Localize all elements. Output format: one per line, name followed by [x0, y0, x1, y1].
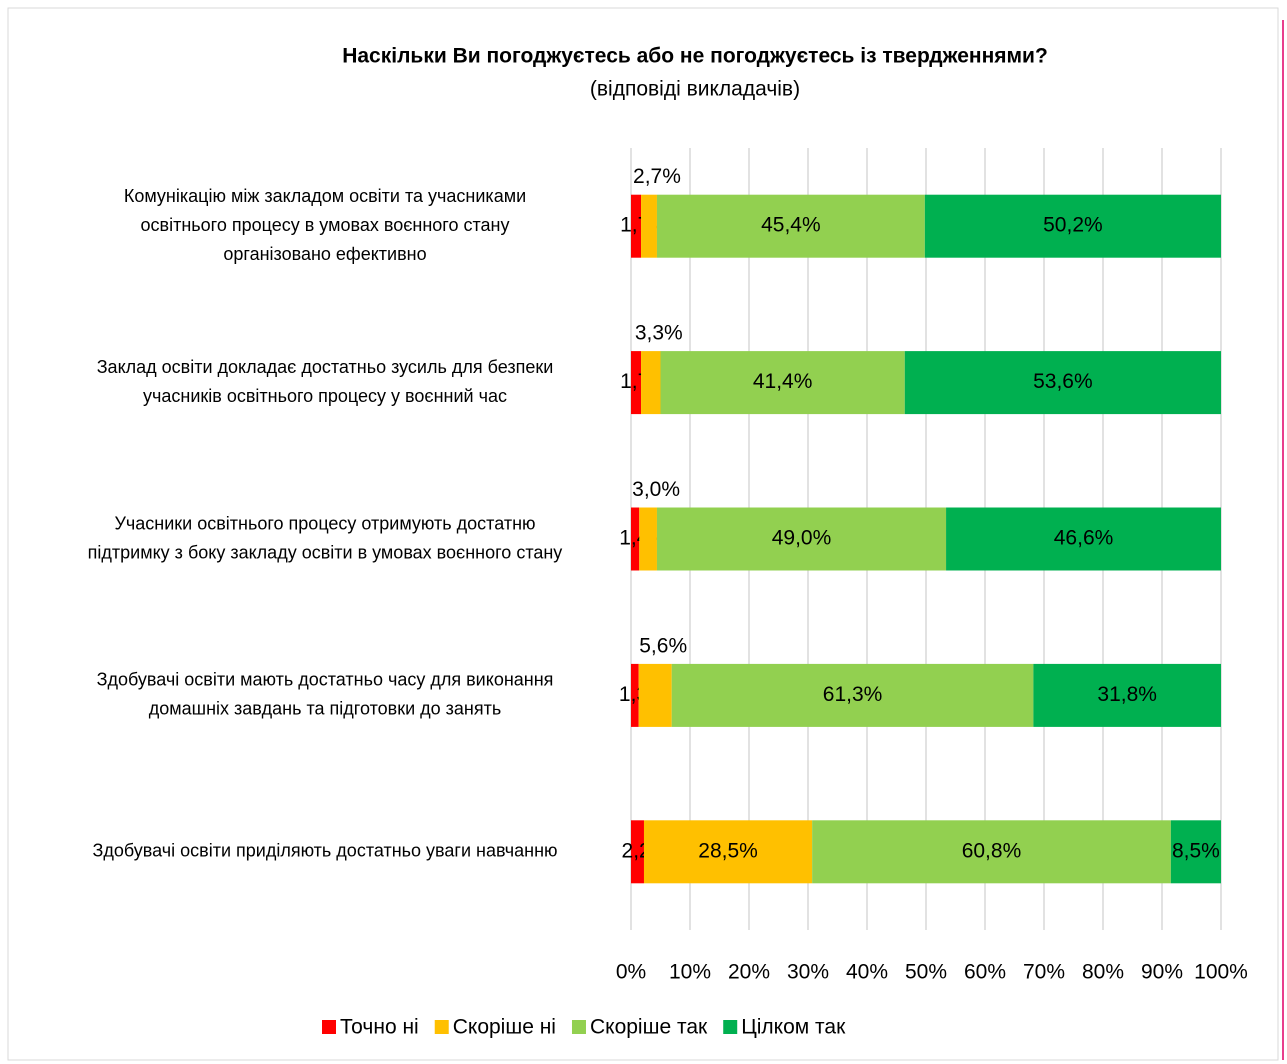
- legend-swatch: [723, 1020, 738, 1034]
- bar-segment: [638, 663, 672, 727]
- bar-segment: [631, 507, 640, 571]
- bar-segment: [643, 820, 813, 884]
- bar-segment: [656, 194, 925, 258]
- data-label: 41,4%: [753, 370, 813, 393]
- data-label: 50,2%: [1043, 214, 1103, 237]
- bar-segment: [904, 351, 1221, 415]
- bar-segment: [812, 820, 1171, 884]
- legend-label: Скоріше ні: [453, 1016, 556, 1039]
- data-label: 5,6%: [639, 634, 687, 657]
- data-label: 31,8%: [1097, 683, 1157, 706]
- bar-segment: [641, 351, 661, 415]
- bar-segment: [1033, 663, 1221, 727]
- category-label: домашніх завдань та підготовки до занять: [149, 699, 501, 719]
- data-label: 3,0%: [632, 478, 680, 501]
- data-label: 3,3%: [635, 322, 683, 345]
- category-label: підтримку з боку закладу освіти в умовах…: [88, 542, 563, 562]
- bar-segment: [641, 194, 657, 258]
- category-label: організовано ефективно: [223, 244, 426, 264]
- data-label: 60,8%: [962, 839, 1022, 862]
- category-label: Учасники освітнього процесу отримують до…: [114, 513, 535, 533]
- bar-segment: [631, 663, 639, 727]
- data-label: 45,4%: [761, 214, 821, 237]
- x-tick-label: 70%: [1023, 961, 1065, 984]
- x-tick-label: 60%: [964, 961, 1006, 984]
- category-label: Здобувачі освіти приділяють достатньо ув…: [92, 841, 557, 861]
- bar-segment: [631, 820, 644, 884]
- bar-segment: [656, 507, 947, 571]
- data-label: 49,0%: [772, 527, 832, 550]
- data-label: 61,3%: [823, 683, 883, 706]
- legend-label: Цілком так: [741, 1016, 846, 1039]
- legend-label: Скоріше так: [590, 1016, 708, 1039]
- x-tick-label: 50%: [905, 961, 947, 984]
- x-tick-label: 30%: [787, 961, 829, 984]
- data-label: 46,6%: [1054, 527, 1114, 550]
- bar-segment: [631, 194, 642, 258]
- legend-swatch: [434, 1020, 449, 1034]
- category-label: Комунікацію між закладом освіти та учасн…: [124, 186, 526, 206]
- category-label: учасників освітнього процесу у воєнний ч…: [143, 386, 507, 406]
- data-label: 28,5%: [698, 839, 758, 862]
- bar-segment: [946, 507, 1221, 571]
- x-tick-label: 80%: [1082, 961, 1124, 984]
- bar-segment: [924, 194, 1221, 258]
- bar-segment: [1170, 820, 1221, 884]
- data-label: 8,5%: [1172, 839, 1220, 862]
- x-tick-label: 20%: [728, 961, 770, 984]
- bar-segment: [631, 351, 642, 415]
- chart-frame: [7, 7, 1279, 1061]
- x-tick-label: 0%: [616, 961, 646, 984]
- x-tick-label: 10%: [669, 961, 711, 984]
- x-tick-label: 90%: [1141, 961, 1183, 984]
- bar-segment: [660, 351, 905, 415]
- chart-subtitle: (відповіді викладачів): [590, 78, 800, 101]
- bar-segment: [671, 663, 1034, 727]
- data-label: 53,6%: [1033, 370, 1093, 393]
- category-label: Заклад освіти докладає достатньо зусиль …: [97, 357, 554, 377]
- x-tick-label: 40%: [846, 961, 888, 984]
- legend-label: Точно ні: [340, 1016, 419, 1039]
- x-tick-label: 100%: [1194, 961, 1248, 984]
- category-label: освітнього процесу в умовах воєнного ста…: [141, 215, 510, 235]
- legend-swatch: [571, 1020, 586, 1034]
- legend-swatch: [322, 1020, 336, 1034]
- chart-title: Наскільки Ви погоджуєтесь або не погоджу…: [342, 45, 1048, 68]
- category-label: Здобувачі освіти мають достатньо часу дл…: [97, 670, 554, 690]
- data-label: 2,7%: [633, 165, 681, 188]
- bar-segment: [639, 507, 657, 571]
